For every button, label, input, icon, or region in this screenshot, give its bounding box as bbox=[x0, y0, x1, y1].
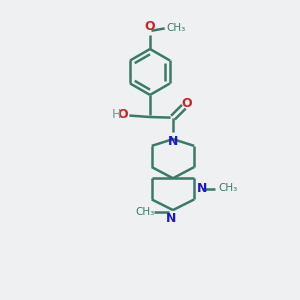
Text: CH₃: CH₃ bbox=[167, 23, 186, 33]
Text: O: O bbox=[145, 20, 155, 33]
Text: N: N bbox=[197, 182, 207, 195]
Text: O: O bbox=[117, 109, 128, 122]
Text: N: N bbox=[165, 212, 176, 224]
Text: H: H bbox=[112, 108, 121, 121]
Text: CH₃: CH₃ bbox=[136, 207, 155, 218]
Text: N: N bbox=[168, 135, 178, 148]
Text: O: O bbox=[182, 97, 192, 110]
Text: CH₃: CH₃ bbox=[218, 183, 237, 193]
